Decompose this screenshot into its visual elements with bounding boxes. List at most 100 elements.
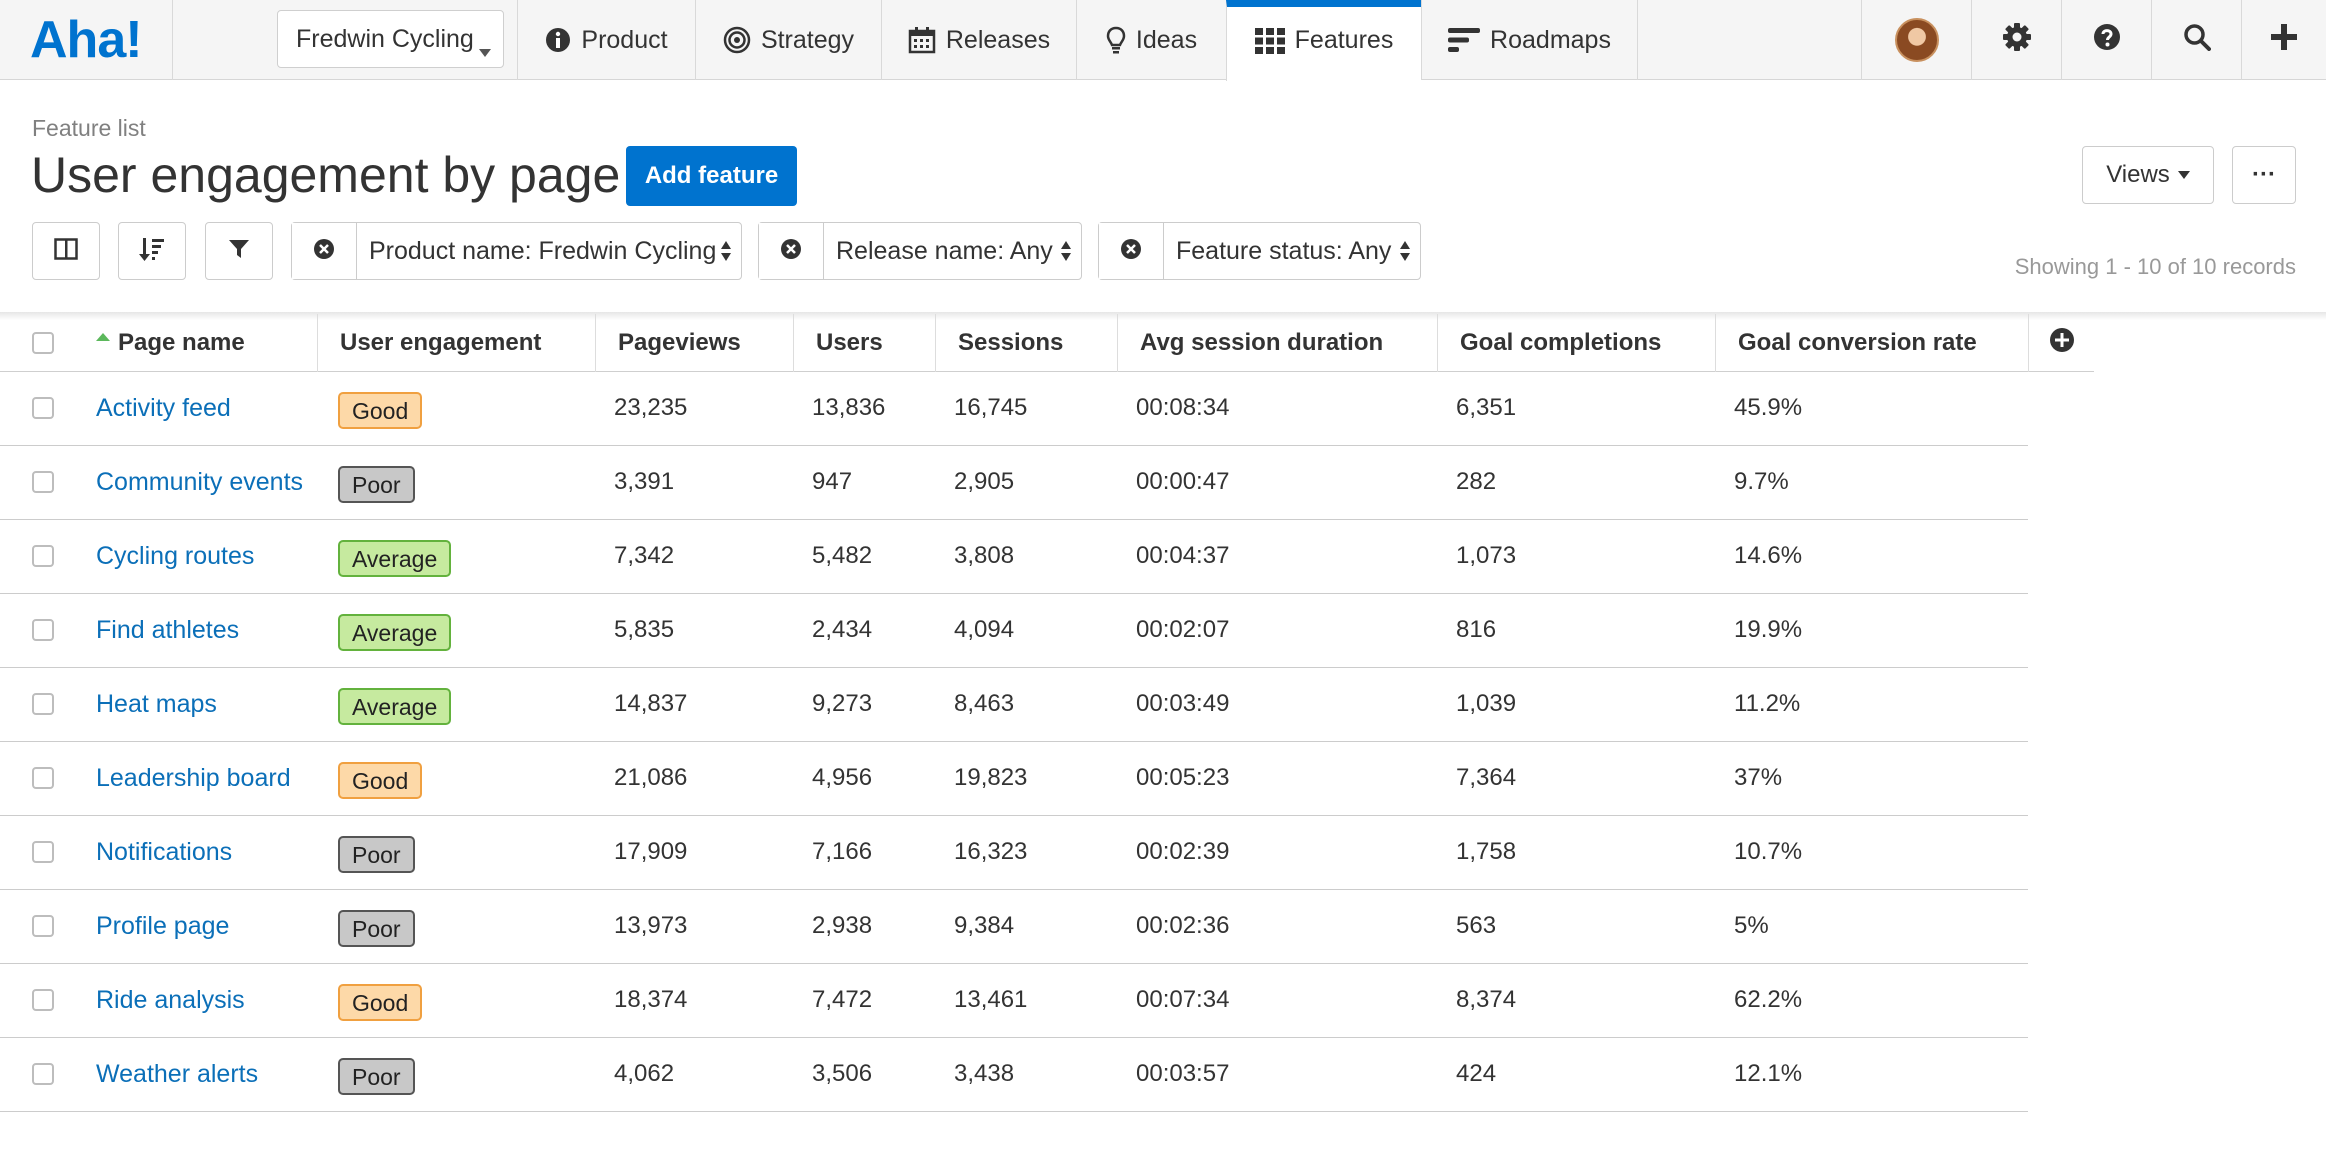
page-name-link[interactable]: Weather alerts [96, 1059, 259, 1088]
row-checkbox[interactable] [32, 915, 54, 937]
column-header-goal-completions[interactable]: Goal completions [1437, 314, 1715, 372]
question-icon [2093, 23, 2121, 58]
row-checkbox[interactable] [32, 619, 54, 641]
add-column-button[interactable] [2028, 314, 2094, 372]
more-options-button[interactable]: ··· [2232, 146, 2296, 204]
column-header-user-engagement[interactable]: User engagement [317, 314, 595, 372]
pageviews-cell: 14,837 [614, 690, 688, 717]
table-row: Profile page Poor 13,973 2,938 9,384 00:02:36… [0, 890, 2028, 964]
row-checkbox[interactable] [32, 545, 54, 567]
sessions-cell: 19,823 [954, 764, 1028, 791]
goal-conversion-rate-cell: 37% [1734, 764, 1783, 791]
nav-ideas[interactable]: Ideas [1076, 0, 1226, 80]
avg-session-duration-cell: 00:03:49 [1136, 690, 1230, 717]
breadcrumb[interactable]: Feature list [32, 115, 146, 141]
pageviews-cell: 13,973 [614, 912, 688, 939]
page-name-link[interactable]: Activity feed [96, 393, 231, 422]
nav-strategy[interactable]: Strategy [695, 0, 881, 80]
sort-button[interactable] [118, 222, 186, 280]
page-name-link[interactable]: Heat maps [96, 689, 217, 718]
caret-down-icon [479, 35, 491, 64]
row-checkbox[interactable] [32, 471, 54, 493]
nav-features[interactable]: Features [1226, 0, 1421, 81]
avg-session-duration-cell: 00:02:39 [1136, 838, 1230, 865]
column-header-label: Page name [118, 329, 245, 356]
nav-releases[interactable]: Releases [881, 0, 1076, 80]
avg-session-duration-cell: 00:00:47 [1136, 468, 1230, 495]
goal-conversion-rate-cell: 11.2% [1734, 690, 1801, 717]
product-selector[interactable]: Fredwin Cycling [277, 10, 504, 68]
row-checkbox[interactable] [32, 989, 54, 1011]
user-engagement-cell: Poor [338, 818, 415, 890]
page-name-link[interactable]: Community events [96, 467, 304, 496]
column-header-goal-conversion-rate[interactable]: Goal conversion rate [1715, 314, 2028, 372]
goal-completions-cell: 816 [1456, 616, 1497, 643]
product-selector-label: Fredwin Cycling [296, 24, 474, 53]
sessions-cell: 16,745 [954, 394, 1028, 421]
aha-logo[interactable]: Aha! [30, 11, 143, 69]
select-all-checkbox[interactable] [32, 332, 54, 354]
row-select-cell [32, 964, 54, 1036]
row-checkbox[interactable] [32, 397, 54, 419]
column-header-page-name[interactable]: Page name [86, 314, 317, 372]
add-button[interactable] [2241, 0, 2326, 80]
page-name-link[interactable]: Find athletes [96, 615, 240, 644]
column-header-pageviews[interactable]: Pageviews [595, 314, 793, 372]
pageviews-cell: 21,086 [614, 764, 688, 791]
row-select-cell [32, 742, 54, 814]
info-icon [545, 27, 571, 53]
close-circle-icon [780, 238, 802, 265]
row-checkbox[interactable] [32, 767, 54, 789]
row-checkbox[interactable] [32, 1063, 54, 1085]
search-icon [2183, 23, 2211, 58]
filter-button[interactable] [205, 222, 273, 280]
pageviews-cell: 17,909 [614, 838, 688, 865]
row-checkbox[interactable] [32, 693, 54, 715]
user-engagement-cell: Good [338, 374, 423, 446]
sessions-cell: 2,905 [954, 468, 1015, 495]
clear-product-filter-button[interactable] [292, 223, 357, 279]
page-name-link[interactable]: Ride analysis [96, 985, 245, 1014]
users-cell: 947 [812, 468, 853, 495]
column-header-sessions[interactable]: Sessions [935, 314, 1117, 372]
settings-button[interactable] [1971, 0, 2061, 80]
row-select-cell [32, 520, 54, 592]
top-navigation: Aha! Fredwin Cycling Product Strategy Re… [0, 0, 2326, 81]
goal-completions-cell: 7,364 [1456, 764, 1517, 791]
sessions-cell: 4,094 [954, 616, 1015, 643]
clear-status-filter-button[interactable] [1099, 223, 1164, 279]
column-header-avg-session-duration[interactable]: Avg session duration [1117, 314, 1437, 372]
product-filter-select[interactable]: Product name: Fredwin Cycling [357, 223, 741, 279]
goal-conversion-rate-cell: 14.6% [1734, 542, 1803, 569]
clear-release-filter-button[interactable] [759, 223, 824, 279]
avg-session-duration-cell: 00:03:57 [1136, 1060, 1230, 1087]
engagement-badge: Poor [338, 1057, 415, 1095]
help-button[interactable] [2061, 0, 2151, 80]
nav-roadmaps[interactable]: Roadmaps [1421, 0, 1638, 80]
avatar [1894, 18, 1939, 62]
release-filter-select[interactable]: Release name: Any [824, 223, 1081, 279]
search-button[interactable] [2151, 0, 2241, 80]
page-name-cell: Weather alerts [96, 1038, 258, 1110]
row-select-cell [32, 446, 54, 518]
column-header-users[interactable]: Users [793, 314, 935, 372]
avg-session-duration-cell: 00:04:37 [1136, 542, 1230, 569]
goal-conversion-rate-cell: 45.9% [1734, 394, 1803, 421]
page-name-link[interactable]: Profile page [96, 911, 230, 940]
avg-session-duration-cell: 00:02:07 [1136, 616, 1230, 643]
sort-ascending-icon [96, 333, 110, 341]
page-name-link[interactable]: Leadership board [96, 763, 291, 792]
column-toggle-button[interactable] [32, 222, 100, 280]
views-button[interactable]: Views [2082, 146, 2214, 204]
row-checkbox[interactable] [32, 841, 54, 863]
nav-product[interactable]: Product [517, 0, 695, 80]
status-filter-select[interactable]: Feature status: Any [1164, 223, 1420, 279]
page-name-link[interactable]: Notifications [96, 837, 233, 866]
users-cell: 5,482 [812, 542, 873, 569]
page-name-cell: Ride analysis [96, 964, 245, 1036]
user-avatar-button[interactable] [1861, 0, 1971, 80]
users-cell: 7,472 [812, 986, 873, 1013]
caret-down-icon [2177, 171, 2190, 179]
add-feature-button[interactable]: Add feature [626, 146, 797, 206]
page-name-link[interactable]: Cycling routes [96, 541, 255, 570]
